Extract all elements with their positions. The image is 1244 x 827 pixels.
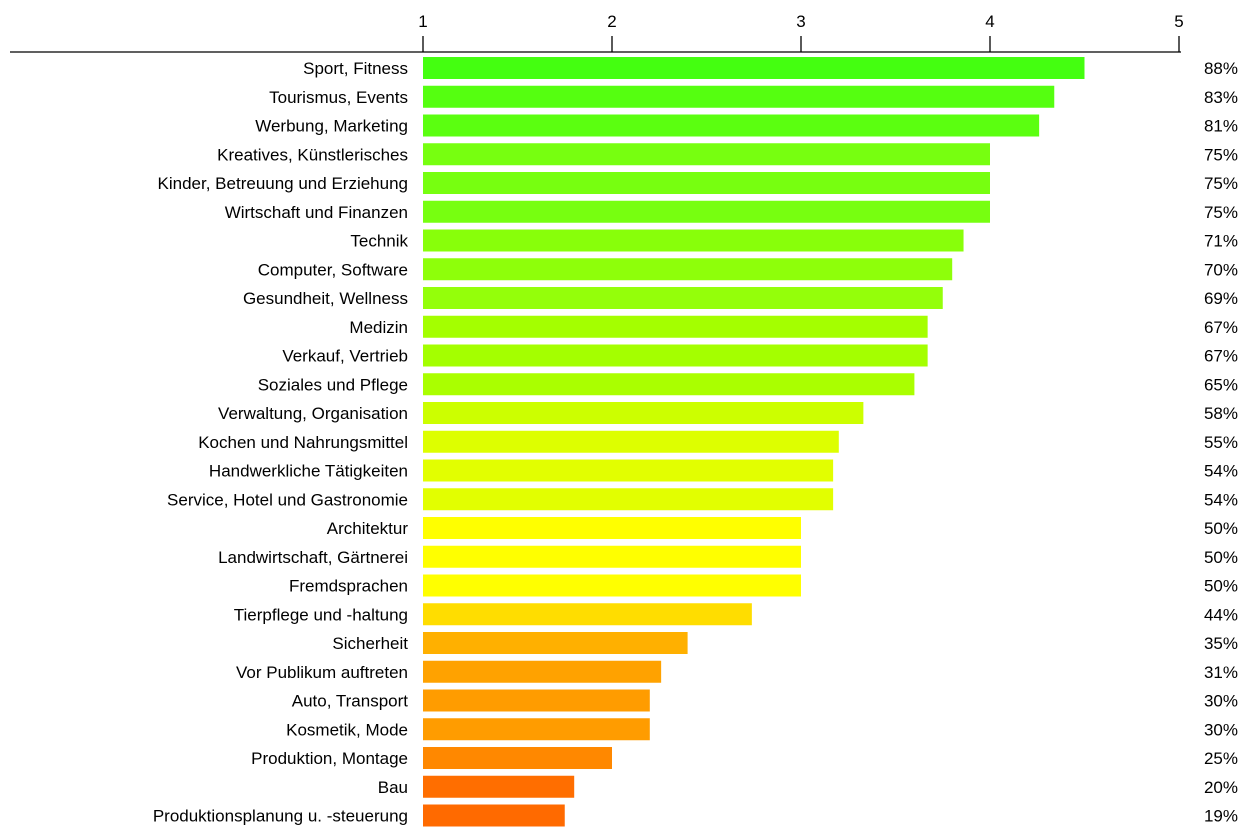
bar [423,315,928,338]
bar [423,287,943,309]
bar [423,373,915,396]
bar [423,488,834,511]
category-label: Medizin [349,318,408,337]
percent-label: 35% [1204,634,1238,653]
percent-label: 75% [1204,145,1238,164]
category-label: Fremdsprachen [289,577,408,596]
percent-label: 44% [1204,605,1238,624]
category-label: Vor Publikum auftreten [236,663,408,682]
category-label: Handwerkliche Tätigkeiten [209,462,408,481]
bar [423,574,801,597]
percent-label: 54% [1204,462,1238,481]
bar [423,143,990,166]
percent-label: 75% [1204,174,1238,193]
category-label: Produktionsplanung u. -steuerung [153,807,408,826]
category-label: Auto, Transport [292,692,409,711]
category-label: Wirtschaft und Finanzen [225,203,408,222]
bar [423,603,752,626]
category-label: Computer, Software [258,260,408,279]
bar [423,545,801,568]
percent-label: 31% [1204,663,1238,682]
percent-label: 67% [1204,347,1238,366]
bar [423,718,650,741]
category-label: Kochen und Nahrungsmittel [198,433,408,452]
percent-label: 20% [1204,778,1238,797]
bar [423,200,990,223]
percent-label: 50% [1204,548,1238,567]
category-label: Architektur [327,519,409,538]
category-label: Gesundheit, Wellness [243,289,408,308]
category-label: Soziales und Pflege [258,375,408,394]
bar [423,172,990,194]
bar [423,517,801,539]
category-label: Werbung, Marketing [255,117,408,136]
bar [423,402,864,424]
category-label: Sicherheit [332,634,408,653]
percent-label: 71% [1204,232,1238,251]
percent-label: 58% [1204,404,1238,423]
percent-label: 30% [1204,692,1238,711]
bar [423,804,565,827]
percent-label: 65% [1204,375,1238,394]
percent-label: 88% [1204,59,1238,78]
category-label: Sport, Fitness [303,59,408,78]
percent-label: 54% [1204,490,1238,509]
percent-labels: 88% 83% 81% 75% 75% 75% 71% 70% 69% 67% 67% 65% 58% 5… [1204,59,1238,826]
category-label: Technik [350,232,408,251]
bar [423,775,575,798]
x-tick-label: 1 [418,12,427,31]
category-label: Bau [378,778,408,797]
bar [423,344,928,367]
percent-label: 50% [1204,519,1238,538]
percent-label: 19% [1204,807,1238,826]
bar [423,229,964,252]
percent-label: 30% [1204,720,1238,739]
category-label: Tierpflege und -haltung [234,605,408,624]
bar [423,258,953,281]
bar [423,689,650,712]
x-tick-label: 2 [607,12,616,31]
x-tick-label: 3 [796,12,805,31]
bar [423,747,612,769]
percent-label: 75% [1204,203,1238,222]
category-label: Tourismus, Events [269,88,408,107]
bar [423,85,1055,108]
percent-label: 55% [1204,433,1238,452]
percent-label: 67% [1204,318,1238,337]
percent-label: 69% [1204,289,1238,308]
percent-label: 50% [1204,577,1238,596]
bar [423,430,839,453]
bar [423,459,834,482]
category-label: Verwaltung, Organisation [218,404,408,423]
bar [423,114,1040,137]
category-label: Produktion, Montage [251,749,408,768]
x-tick-label: 4 [985,12,994,31]
bar [423,57,1085,79]
category-label: Service, Hotel und Gastronomie [167,490,408,509]
percent-label: 25% [1204,749,1238,768]
x-tick-label: 5 [1174,12,1183,31]
percent-label: 81% [1204,117,1238,136]
category-labels: Sport, Fitness Tourismus, Events Werbung, … [153,59,409,826]
category-label: Landwirtschaft, Gärtnerei [218,548,408,567]
category-label: Verkauf, Vertrieb [282,347,408,366]
bar [423,660,662,683]
percent-label: 83% [1204,88,1238,107]
bars [423,57,1085,827]
category-label: Kinder, Betreuung und Erziehung [158,174,408,193]
bar [423,632,688,654]
percent-label: 70% [1204,260,1238,279]
category-label: Kreatives, Künstlerisches [217,145,408,164]
x-axis: 1 2 3 4 5 [10,12,1184,53]
category-label: Kosmetik, Mode [286,720,408,739]
